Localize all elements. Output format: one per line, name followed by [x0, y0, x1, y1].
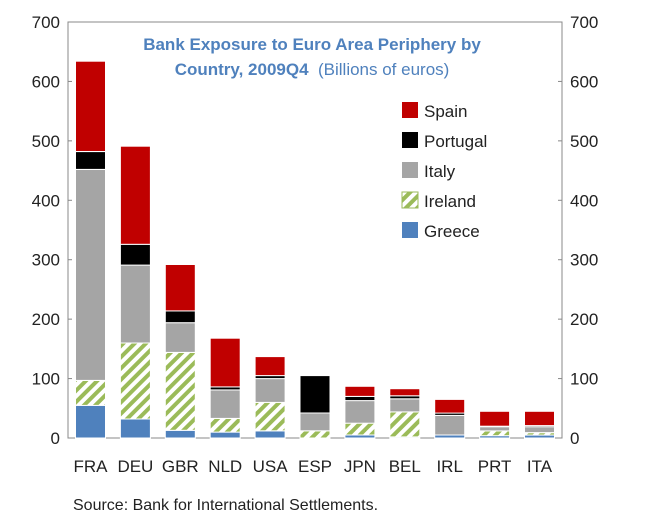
y-axis-left: 0 100 200 300 400 500 600 700	[32, 13, 72, 448]
x-tick-label: DEU	[117, 457, 153, 476]
x-tick-label: BEL	[389, 457, 421, 476]
bar-group	[75, 60, 555, 439]
bar-bel-spain	[389, 388, 421, 397]
y-tick-label-left: 400	[32, 191, 60, 210]
x-tick-label: FRA	[74, 457, 109, 476]
source-note: Source: Bank for International Settlemen…	[73, 497, 378, 514]
chart-title-line2: Country, 2009Q4 (Billions of euros)	[175, 60, 450, 79]
chart-title-bold: Country, 2009Q4	[175, 60, 309, 79]
bar-fra-spain	[75, 60, 106, 153]
chart-title-unit: (Billions of euros)	[318, 60, 449, 79]
y-tick-label-left: 700	[32, 13, 60, 32]
bar-ita-spain	[524, 410, 555, 427]
bar-nld-spain	[209, 337, 241, 388]
chart-title-line1: Bank Exposure to Euro Area Periphery by	[143, 35, 481, 54]
y-tick-label-right: 700	[570, 13, 598, 32]
legend-swatch-greece	[402, 222, 418, 238]
bar-jpn-spain	[344, 385, 376, 397]
y-tick-label-left: 500	[32, 132, 60, 151]
x-tick-label: JPN	[344, 457, 376, 476]
legend-label-italy: Italy	[424, 162, 456, 181]
bar-jpn-italy	[344, 400, 376, 424]
bar-irl-spain	[434, 398, 466, 414]
bar-jpn-ireland	[344, 422, 376, 436]
y-tick-label-left: 100	[32, 370, 60, 389]
legend-label-portugal: Portugal	[424, 132, 487, 151]
bar-deu-spain	[119, 145, 151, 245]
bar-usa-ireland	[254, 401, 286, 432]
legend-label-ireland: Ireland	[424, 192, 476, 211]
legend-swatch-italy	[402, 162, 418, 178]
legend: Spain Portugal Italy Ireland Greece	[401, 102, 487, 241]
bar-nld-ireland	[209, 417, 241, 433]
bar-esp-portugal	[299, 375, 331, 414]
y-tick-label-right: 100	[570, 370, 598, 389]
x-axis: FRA DEU GBR NLD USA ESP JPN BEL IRL PRT ITA	[74, 457, 553, 476]
legend-label-greece: Greece	[424, 222, 480, 241]
legend-swatch-portugal	[402, 132, 418, 148]
x-tick-label: PRT	[478, 457, 512, 476]
y-tick-label-left: 300	[32, 251, 60, 270]
bar-gbr-spain	[164, 264, 196, 312]
bar-deu-italy	[119, 264, 151, 344]
bar-usa-italy	[254, 378, 286, 403]
bar-nld-italy	[209, 389, 241, 419]
bar-fra-portugal	[75, 151, 106, 170]
bar-fra-ireland	[75, 379, 106, 406]
y-tick-label-right: 400	[570, 191, 598, 210]
bar-esp-italy	[299, 412, 331, 432]
y-tick-label-left: 200	[32, 310, 60, 329]
bar-prt-spain	[479, 410, 511, 427]
x-tick-label: ITA	[527, 457, 553, 476]
x-tick-label: GBR	[162, 457, 199, 476]
bar-gbr-portugal	[164, 310, 196, 324]
x-tick-label: USA	[253, 457, 289, 476]
bar-prt-italy	[479, 426, 511, 432]
y-tick-label-right: 600	[570, 72, 598, 91]
bar-gbr-greece	[164, 429, 196, 439]
bar-usa-spain	[254, 356, 286, 377]
bar-bel-italy	[389, 398, 421, 413]
y-axis-right: 0 100 200 300 400 500 600 700	[558, 13, 598, 448]
bar-irl-italy	[434, 414, 466, 436]
bar-esp-ireland	[299, 430, 331, 439]
bar-bel-ireland	[389, 411, 421, 438]
bar-deu-portugal	[119, 243, 151, 266]
y-tick-label-left: 600	[32, 72, 60, 91]
bar-jpn-portugal	[344, 395, 376, 402]
legend-label-spain: Spain	[424, 102, 467, 121]
y-tick-label-right: 300	[570, 251, 598, 270]
bar-fra-greece	[75, 404, 106, 439]
y-tick-label-right: 500	[570, 132, 598, 151]
bar-gbr-italy	[164, 322, 196, 353]
y-tick-label-right: 200	[570, 310, 598, 329]
bar-gbr-ireland	[164, 351, 196, 431]
bar-deu-greece	[119, 418, 151, 439]
bar-deu-ireland	[119, 342, 151, 420]
bar-prt-ireland	[479, 430, 511, 437]
bar-fra-italy	[75, 168, 106, 381]
x-tick-label: ESP	[298, 457, 332, 476]
bar-ita-italy	[524, 426, 555, 434]
legend-swatch-spain	[402, 102, 418, 118]
legend-swatch-ireland	[401, 191, 419, 209]
y-tick-label-right: 0	[570, 429, 579, 448]
x-tick-label: NLD	[208, 457, 242, 476]
bar-usa-greece	[254, 430, 286, 439]
bar-nld-greece	[209, 431, 241, 439]
y-tick-label-left: 0	[51, 429, 60, 448]
x-tick-label: IRL	[436, 457, 462, 476]
